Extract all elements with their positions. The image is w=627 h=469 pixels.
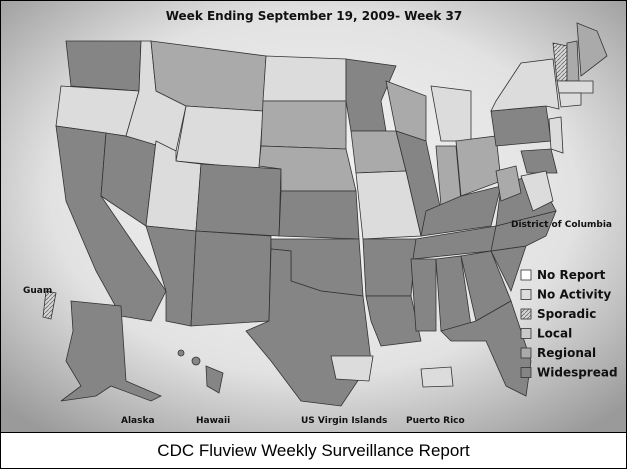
territory-label: District of Columbia <box>511 220 612 230</box>
states <box>55 22 608 407</box>
legend: No Report No Activity Sporadic Local Regiona… <box>520 268 618 380</box>
territory-label: Hawaii <box>196 416 230 426</box>
territory-label: Guam <box>23 286 52 296</box>
territory-label: US Virgin Islands <box>301 416 387 426</box>
legend-swatch <box>520 347 532 359</box>
territories: Guam Alaska Hawaii US Virgin Islands Pue… <box>23 220 612 426</box>
caption: CDC Fluview Weekly Surveillance Report <box>1 432 626 468</box>
legend-label: Sporadic <box>537 307 596 321</box>
legend-swatch <box>520 328 532 339</box>
legend-label: No Report <box>537 268 606 282</box>
map-title: Week Ending September 19, 2009- Week 37 <box>166 9 463 23</box>
legend-swatch <box>520 367 532 378</box>
territory-label: Puerto Rico <box>406 416 465 426</box>
legend-swatch <box>520 269 532 281</box>
legend-label: Regional <box>537 346 596 360</box>
legend-swatch <box>520 308 532 320</box>
legend-label: No Activity <box>537 288 611 302</box>
legend-label: Local <box>537 327 572 341</box>
legend-label: Widespread <box>537 366 618 380</box>
territory-label: Alaska <box>121 416 155 426</box>
map: Week Ending September 19, 2009- Week 37 <box>1 1 626 432</box>
legend-swatch <box>520 289 532 300</box>
